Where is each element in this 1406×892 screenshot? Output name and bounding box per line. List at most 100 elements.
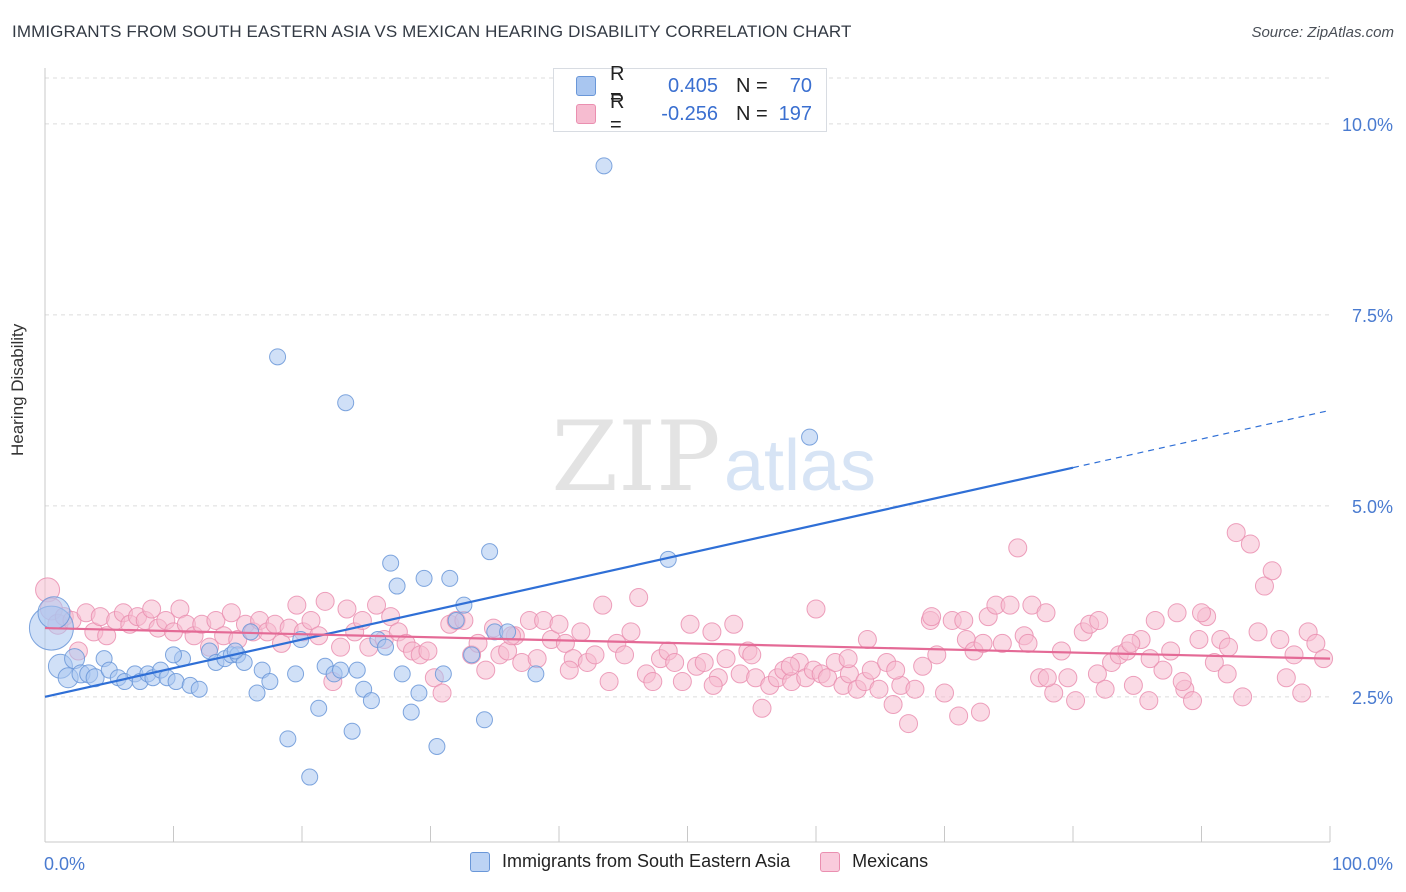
asia-point	[475, 711, 493, 729]
mexican-point	[665, 652, 685, 672]
mexican-point	[1145, 610, 1165, 630]
mexican-point	[418, 641, 438, 661]
mexican-point	[1018, 633, 1038, 653]
asia-point	[595, 157, 613, 175]
mexican-point	[331, 637, 351, 657]
series-legend: Immigrants from South Eastern Asia Mexic…	[470, 851, 958, 872]
asia-point	[287, 665, 305, 683]
mexican-point	[780, 656, 800, 676]
asia-point	[499, 623, 517, 641]
mexican-point	[716, 649, 736, 669]
legend-row-blue: R = 0.405 N = 70	[576, 63, 812, 108]
asia-point	[248, 684, 266, 702]
mexican-point	[702, 622, 722, 642]
mexican-point	[883, 694, 903, 714]
mexican-point	[1008, 538, 1028, 558]
legend-n-label: N =	[736, 74, 768, 97]
mexican-point	[1140, 649, 1160, 669]
asia-point	[527, 665, 545, 683]
mexican-point	[1161, 641, 1181, 661]
mexican-point	[838, 649, 858, 669]
mexican-point	[629, 588, 649, 608]
asia-point	[301, 768, 319, 786]
mexican-point	[742, 645, 762, 665]
mexican-point	[301, 610, 321, 630]
asia-point	[463, 646, 481, 664]
mexican-point	[142, 599, 162, 619]
asia-point	[235, 653, 253, 671]
asia-point	[481, 543, 499, 561]
asia-point	[190, 680, 208, 698]
legend-r-label: R =	[610, 91, 625, 136]
watermark-zip: ZIP	[551, 401, 720, 513]
mexican-point	[913, 656, 933, 676]
mexican-point	[857, 630, 877, 650]
mexican-point	[694, 652, 714, 672]
legend-r-value: 0.405	[667, 74, 718, 97]
mexican-point	[970, 702, 990, 722]
mexican-point	[221, 603, 241, 623]
asia-point	[428, 738, 446, 755]
asia-point	[388, 577, 406, 595]
mexican-point	[1189, 630, 1209, 650]
mexican-point	[806, 599, 826, 619]
mexican-point	[1248, 622, 1268, 642]
legend-row-pink: R = -0.256 N = 197	[576, 91, 812, 136]
correlation-legend: R = 0.405 N = 70 R = -0.256 N = 197	[553, 63, 827, 136]
mexican-point	[1066, 691, 1086, 711]
asia-point	[37, 596, 71, 630]
mexican-point	[1058, 668, 1078, 688]
mexican-point	[992, 633, 1012, 653]
legend-swatch-pink	[576, 104, 596, 124]
series-legend-label: Mexicans	[852, 851, 929, 871]
mexican-point	[905, 679, 925, 699]
asia-point	[441, 569, 459, 587]
asia-point	[348, 661, 366, 679]
mexican-point	[1167, 603, 1187, 623]
mexican-point	[1000, 595, 1020, 615]
asia-point	[377, 638, 395, 656]
asia-point	[332, 661, 350, 679]
mexican-point	[1087, 664, 1107, 684]
y-tick-label: 10.0%	[1342, 115, 1393, 135]
asia-point	[261, 673, 279, 691]
mexican-trend-line	[44, 626, 1331, 660]
mexican-point	[869, 679, 889, 699]
mexican-point	[555, 633, 575, 653]
asia-point	[415, 569, 433, 587]
series-swatch-asia	[470, 851, 490, 872]
mexican-point	[1095, 679, 1115, 699]
mexican-point	[593, 595, 613, 615]
asia-point	[801, 428, 819, 446]
mexican-point	[899, 714, 919, 734]
asia-point	[343, 722, 361, 740]
asia-point	[402, 703, 420, 721]
mexican-point	[973, 633, 993, 653]
mexican-point	[1284, 645, 1304, 665]
series-legend-item-asia: Immigrants from South Eastern Asia	[470, 851, 790, 872]
mexican-point	[949, 706, 969, 726]
mexican-point	[585, 645, 605, 665]
mexican-point	[315, 591, 335, 611]
mexican-point	[680, 614, 700, 634]
asia-trend-line	[44, 466, 1074, 698]
asia-point	[362, 692, 380, 710]
series-swatch-mexicans	[820, 851, 841, 872]
asia-point	[393, 665, 411, 683]
series-legend-item-mexicans: Mexicans	[820, 851, 928, 872]
mexican-point	[1051, 641, 1071, 661]
mexican-point	[97, 626, 117, 646]
mexican-point	[954, 610, 974, 630]
mexican-point	[752, 698, 772, 718]
mexican-point	[287, 595, 307, 615]
mexican-point	[1262, 561, 1282, 581]
mexican-point	[643, 672, 663, 692]
mexican-point	[1292, 683, 1312, 703]
mexican-point	[672, 672, 692, 692]
asia-trend-extension	[1072, 409, 1331, 469]
asia-point	[165, 646, 182, 664]
mexican-point	[861, 660, 881, 680]
x-tick-label: 100.0%	[1332, 854, 1393, 874]
mexican-point	[1036, 603, 1056, 623]
